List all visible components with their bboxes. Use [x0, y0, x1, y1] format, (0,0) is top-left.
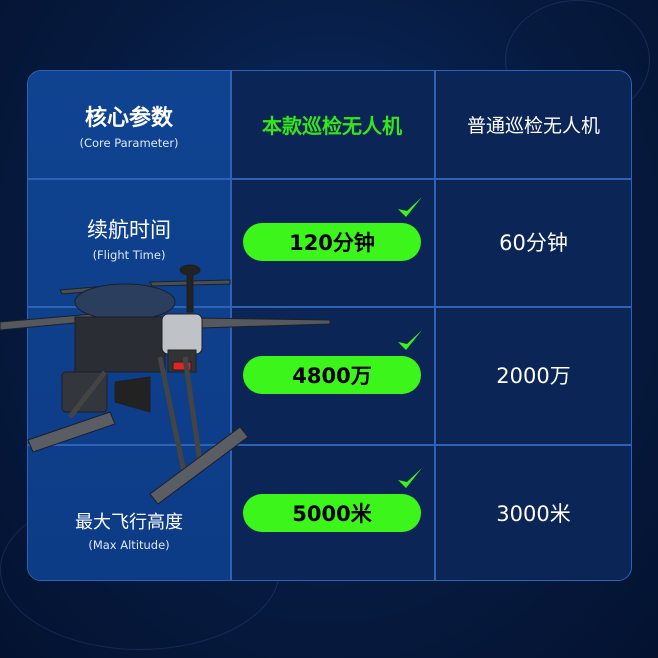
ours-value: 4800万	[292, 364, 372, 388]
header-parameter-label: 核心参数	[84, 105, 173, 131]
header-ours: 本款巡检无人机	[262, 114, 402, 138]
row-label-en: (Flight Time)	[92, 248, 166, 262]
ours-value: 120分钟	[289, 231, 375, 255]
divider	[434, 71, 436, 580]
header-parameter-cell: 核心参数 (Core Parameter)	[28, 71, 230, 178]
ours-value-pill: 5000米	[243, 468, 422, 532]
ours-value-cell: 4800万	[230, 306, 434, 444]
row-label-cell: 最大飞行高度 (Max Altitude)	[28, 444, 230, 580]
header-ordinary-cell: 普通巡检无人机	[434, 71, 631, 178]
ours-value-cell: 120分钟	[230, 178, 434, 306]
check-icon	[398, 468, 422, 488]
ordinary-value: 60分钟	[499, 231, 568, 255]
check-icon	[398, 330, 422, 350]
header-ordinary: 普通巡检无人机	[466, 115, 600, 137]
check-icon	[398, 197, 422, 217]
row-label: 最大飞行高度	[75, 512, 183, 533]
ours-value-pill: 4800万	[243, 330, 422, 394]
ordinary-value-cell: 3000米	[434, 444, 631, 580]
ordinary-value: 3000米	[496, 502, 571, 526]
header-parameter-label-en: (Core Parameter)	[79, 135, 179, 150]
ours-value-pill: 120分钟	[243, 197, 422, 261]
header-ours-cell: 本款巡检无人机	[230, 71, 434, 178]
ordinary-value-cell: 60分钟	[434, 178, 631, 306]
ordinary-value-cell: 2000万	[434, 306, 631, 444]
row-label-en: (Max Altitude)	[88, 538, 170, 552]
ordinary-value: 2000万	[496, 364, 571, 388]
divider	[28, 444, 631, 446]
drone-image	[0, 264, 331, 505]
row-label-cell: 续航时间 (Flight Time)	[28, 178, 230, 306]
divider	[28, 178, 631, 180]
ours-value: 5000米	[292, 502, 372, 526]
divider	[28, 306, 631, 308]
row-label: 续航时间	[87, 218, 171, 242]
ours-value-cell: 5000米	[230, 444, 434, 580]
